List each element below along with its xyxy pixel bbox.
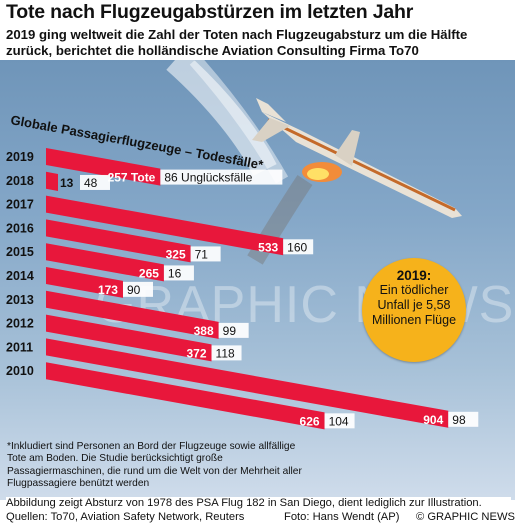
bar <box>46 338 449 428</box>
accident-count-label: 48 <box>84 176 98 190</box>
count-box <box>448 411 479 427</box>
year-label: 2013 <box>6 293 34 307</box>
year-label: 2010 <box>6 364 34 378</box>
bar <box>46 148 161 186</box>
accident-count-label: 99 <box>223 324 237 338</box>
deaths-label: 257 Tote <box>108 171 156 185</box>
year-label: 2018 <box>6 174 34 188</box>
bar <box>46 171 58 191</box>
deaths-label: 626 <box>300 414 320 428</box>
accident-count-label: 98 <box>452 413 466 427</box>
accident-count-label: 104 <box>329 414 349 428</box>
bar <box>46 195 284 256</box>
year-label: 2015 <box>6 245 34 259</box>
bar <box>46 314 212 362</box>
accident-count-label: 160 <box>287 240 307 254</box>
deaths-label: 533 <box>258 240 278 254</box>
count-box <box>163 265 194 281</box>
deaths-label: 388 <box>194 324 214 338</box>
year-label: 2011 <box>6 340 33 354</box>
page-title: Tote nach Flugzeugabstürzen im letzten J… <box>6 1 414 23</box>
callout-year: 2019: <box>396 268 432 283</box>
bar <box>46 362 325 430</box>
count-box <box>324 413 355 429</box>
footer: Abbildung zeigt Absturz von 1978 des PSA… <box>6 497 515 525</box>
deaths-label: 372 <box>187 346 207 360</box>
accident-count-label: 16 <box>168 266 182 280</box>
count-box <box>122 281 153 297</box>
accident-count-label: 118 <box>216 346 235 360</box>
footnote: *Inkludiert sind Personen an Bord der Fl… <box>7 441 302 490</box>
year-label: 2019 <box>6 150 34 164</box>
sources: Quellen: To70, Aviation Safety Network, … <box>6 510 245 523</box>
year-label: 2012 <box>6 317 34 331</box>
count-box <box>160 169 283 185</box>
count-box <box>190 246 221 262</box>
accident-count-label: 71 <box>195 247 209 261</box>
photo-caption: Abbildung zeigt Absturz von 1978 des PSA… <box>6 497 482 509</box>
accident-count-label: 86 Unglücksfälle <box>164 171 252 185</box>
subtitle-line: 2019 ging weltweit die Zahl der Toten na… <box>6 27 468 42</box>
deaths-label: 904 <box>423 413 443 427</box>
airplane-illustration <box>166 50 462 265</box>
brand: © GRAPHIC NEWS <box>416 510 515 523</box>
callout-circle: 2019: Ein tödlicher Unfall je 5,58 Milli… <box>362 258 466 362</box>
year-label: 2017 <box>6 198 34 212</box>
bar <box>46 290 219 339</box>
count-box <box>211 345 242 361</box>
count-box <box>283 239 314 255</box>
subtitle-line: zurück, berichtet die holländische Aviat… <box>6 43 419 58</box>
bar-group: 2019 257 Tote 86 Unglücksfälle 2018 13 48 2017… <box>6 148 479 430</box>
deaths-label: 13 <box>60 176 74 190</box>
deaths-label: 265 <box>139 266 159 280</box>
bar <box>46 267 123 298</box>
deaths-label: 325 <box>166 247 186 261</box>
bar <box>46 243 164 282</box>
count-box <box>80 174 110 190</box>
callout-text: Ein tödlicher Unfall je 5,58 Millionen F… <box>371 283 457 327</box>
photo-credit: Foto: Hans Wendt (AP) <box>284 510 400 523</box>
subtitle: 2019 ging weltweit die Zahl der Toten na… <box>6 27 511 59</box>
accident-count-label: 90 <box>127 283 141 297</box>
year-label: 2016 <box>6 221 34 235</box>
bar <box>46 219 191 263</box>
count-box <box>218 322 249 338</box>
deaths-label: 173 <box>98 283 118 297</box>
year-label: 2014 <box>6 269 34 283</box>
